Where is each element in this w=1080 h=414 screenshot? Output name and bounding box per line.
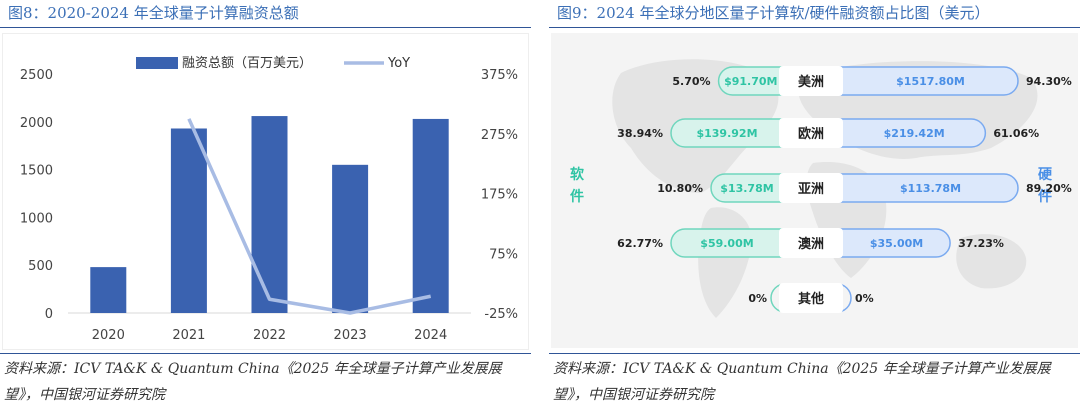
hardware-side-label: 件 — [1038, 188, 1052, 205]
hardware-value: $1517.80M — [896, 75, 965, 88]
x-axis-tick-label: 2024 — [414, 328, 447, 343]
software-side-label: 软 — [570, 166, 585, 183]
software-percent: 5.70% — [672, 75, 710, 88]
y-axis-tick-label: 0 — [45, 307, 53, 322]
x-axis-tick-label: 2023 — [334, 328, 367, 343]
bar-2020 — [90, 267, 127, 313]
hardware-value: $113.78M — [900, 182, 961, 195]
bar-2022 — [251, 116, 288, 314]
software-value: $13.78M — [720, 182, 773, 195]
software-percent: 10.80% — [657, 182, 703, 195]
hardware-value: $35.00M — [870, 237, 923, 250]
y-axis-tick-label: 2000 — [20, 116, 53, 131]
legend-bar-label: 融资总额（百万美元） — [182, 56, 312, 71]
left-chart-area: 2500 2000 1500 1000 500 0 375% 275% 175% 75% -25% 2… — [2, 33, 529, 350]
y-axis-tick-label: 1000 — [20, 211, 53, 226]
y-axis-tick-label: 2500 — [20, 68, 53, 83]
y-axis-tick-label: 1500 — [20, 164, 53, 179]
hardware-percent: 37.23% — [958, 237, 1004, 250]
bar-2023 — [332, 164, 369, 313]
right-figure-panel: 图9：2024 年全球分地区量子计算软/硬件融资额占比图（美元） 软件硬件 $91… — [549, 0, 1080, 414]
region-label: 澳洲 — [798, 236, 824, 252]
hardware-percent: 61.06% — [993, 127, 1039, 140]
region-center-box — [779, 173, 843, 203]
x-axis-tick-label: 2021 — [172, 328, 205, 343]
legend-bar-swatch — [136, 57, 178, 69]
hardware-side-label: 硬 — [1038, 167, 1053, 183]
y2-axis-tick-label: 75% — [489, 247, 518, 262]
x-axis-tick-label: 2022 — [253, 328, 286, 343]
right-figure-title: 图9：2024 年全球分地区量子计算软/硬件融资额占比图（美元） — [557, 4, 990, 22]
left-figure-panel: 图8：2020-2024 年全球量子计算融资总额 2500 2000 1500 100… — [0, 0, 531, 414]
region-center-box — [779, 66, 843, 96]
bar-2024 — [412, 118, 449, 313]
left-figure-title: 图8：2020-2024 年全球量子计算融资总额 — [8, 4, 299, 22]
right-bottom-rule — [549, 353, 1080, 354]
map-australia — [956, 234, 1027, 289]
software-percent: 38.94% — [617, 127, 663, 140]
right-chart-area: 软件硬件 $91.70M $1517.80M 美洲 5.70% 94.30% $139.92… — [551, 33, 1078, 348]
software-value: $91.70M — [724, 75, 777, 88]
hardware-percent: 94.30% — [1026, 75, 1072, 88]
y2-axis-tick-label: -25% — [484, 307, 518, 322]
yoy-line — [187, 118, 432, 315]
hardware-value: $219.42M — [884, 127, 945, 140]
x-axis-tick-label: 2020 — [92, 328, 125, 343]
y2-axis-tick-label: 375% — [481, 68, 518, 83]
right-title-rule — [549, 27, 1080, 28]
hardware-percent: 89.20% — [1026, 182, 1072, 195]
y2-axis-tick-label: 275% — [481, 128, 518, 143]
map-south-america — [698, 207, 752, 318]
region-center-box — [779, 228, 843, 258]
software-percent: 0% — [748, 292, 767, 305]
y2-axis-tick-label: 175% — [481, 188, 518, 203]
region-label: 其他 — [798, 291, 824, 307]
hardware-percent: 0% — [855, 292, 874, 305]
software-value: $59.00M — [700, 237, 753, 250]
region-center-box — [779, 118, 843, 148]
software-percent: 62.77% — [617, 237, 663, 250]
legend-line-label: YoY — [387, 56, 410, 71]
funding-bar-chart: 2500 2000 1500 1000 500 0 375% 275% 175% 75% -25% 2… — [20, 56, 518, 343]
left-source-note: 资料来源：ICV TA&K & Quantum China《2025 年全球量子… — [4, 361, 502, 403]
software-value: $139.92M — [696, 127, 757, 140]
bar-2021 — [170, 128, 207, 313]
region-center-box — [779, 283, 843, 313]
software-side-label: 件 — [570, 188, 584, 205]
right-source-note: 资料来源：ICV TA&K & Quantum China《2025 年全球量子… — [553, 361, 1051, 403]
left-bottom-rule — [0, 353, 531, 354]
left-title-rule — [0, 27, 531, 28]
region-label: 亚洲 — [798, 182, 824, 197]
region-label: 欧洲 — [798, 126, 824, 142]
y-axis-tick-label: 500 — [28, 259, 53, 274]
region-label: 美洲 — [798, 74, 824, 90]
